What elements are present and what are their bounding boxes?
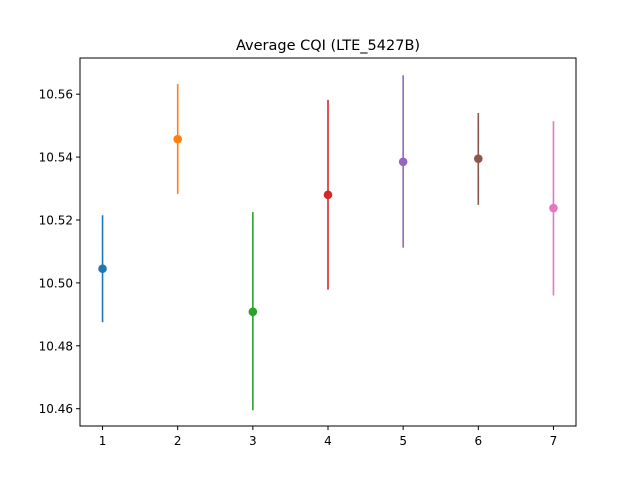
y-tick-label-4: 10.52: [39, 213, 73, 227]
chart-title: Average CQI (LTE_5427B): [236, 38, 420, 54]
x-tick-label-5: 5: [399, 434, 407, 448]
x-tick-label-4: 4: [324, 434, 332, 448]
y-tick-label-5: 10.54: [39, 151, 73, 165]
x-tick-label-3: 3: [249, 434, 257, 448]
plot-area: 1 2 3 4 5 6 7 10.46 10.48 10.50 10.52 10.54 10.56: [39, 57, 577, 448]
data-point-1: [98, 264, 107, 274]
x-tick-label-7: 7: [550, 434, 558, 448]
data-point-6: [474, 154, 483, 163]
data-point-2: [173, 134, 182, 144]
data-point-7: [549, 203, 558, 213]
y-tick-label-6: 10.56: [39, 88, 73, 102]
x-tick-label-6: 6: [474, 434, 482, 448]
x-tick-label-2: 2: [174, 434, 182, 448]
y-tick-label-2: 10.48: [39, 339, 73, 353]
y-tick-label-1: 10.46: [39, 402, 73, 416]
y-tick-label-3: 10.50: [39, 276, 73, 290]
x-tick-label-1: 1: [99, 434, 107, 448]
data-point-5: [398, 157, 408, 167]
data-point-4: [323, 190, 333, 200]
data-point-3: [248, 307, 258, 317]
